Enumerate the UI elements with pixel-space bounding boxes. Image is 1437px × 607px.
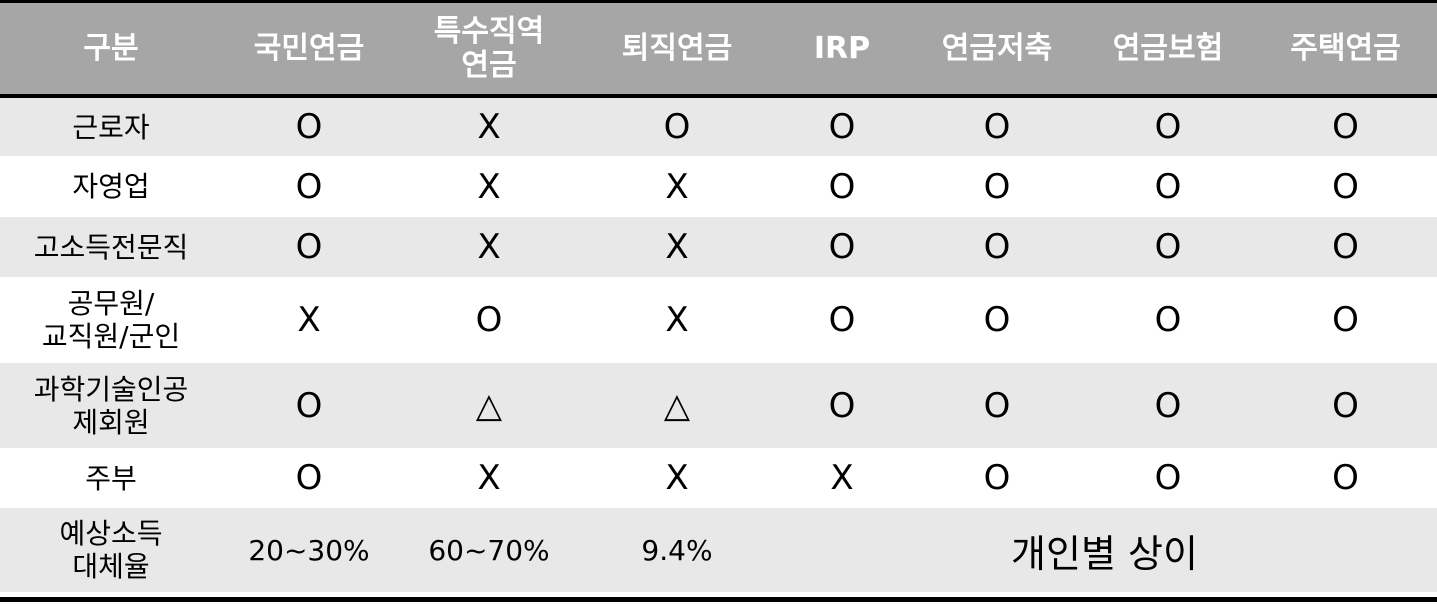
- row-label: 공무원/교직원/군인: [41, 287, 181, 353]
- table-cell: 9.4%: [641, 533, 713, 567]
- table-cell: O: [1154, 300, 1182, 340]
- table-cell: O: [1154, 385, 1182, 426]
- table-row: 공무원/교직원/군인 X O X O O O O: [0, 277, 1437, 363]
- table-cell: O: [828, 227, 856, 267]
- top-rule: [0, 0, 1437, 3]
- header-irp: IRP: [813, 30, 871, 66]
- table-row: 자영업 O X X O O O O: [0, 156, 1437, 217]
- table-cell: 60~70%: [428, 533, 550, 567]
- table-cell: X: [477, 166, 501, 207]
- table-cell: X: [665, 458, 689, 498]
- table-body: 근로자 O X O O O O O 자영업 O X X O O O O 고소득전…: [0, 96, 1437, 592]
- table-cell: X: [297, 300, 321, 340]
- table-cell: O: [828, 300, 856, 340]
- table-cell: O: [1332, 300, 1359, 340]
- table-cell: X: [665, 166, 689, 207]
- table-cell: O: [1332, 227, 1359, 267]
- table-cell: O: [295, 385, 323, 426]
- table-cell: △: [475, 385, 503, 426]
- table-cell: X: [477, 107, 501, 147]
- table-cell: O: [983, 166, 1011, 207]
- table-cell: O: [1332, 107, 1359, 147]
- table-cell: O: [1154, 227, 1182, 267]
- table-cell: X: [477, 227, 501, 267]
- row-label: 근로자: [72, 110, 150, 144]
- table-cell: O: [828, 385, 856, 426]
- table-cell: O: [475, 300, 503, 340]
- table-cell: O: [983, 107, 1011, 147]
- pension-comparison-table: 구분 국민연금 특수직역 연금 퇴직연금 IRP 연금저축 연금보험 주택연금 근…: [0, 3, 1437, 592]
- row-label: 주부: [85, 461, 137, 495]
- table-cell: O: [663, 107, 691, 147]
- table-cell: 20~30%: [248, 533, 370, 567]
- header-category: 구분: [83, 30, 139, 66]
- table-cell: O: [1154, 166, 1182, 207]
- table-row: 근로자 O X O O O O O: [0, 96, 1437, 156]
- header-housing-pension: 주택연금: [1290, 30, 1401, 66]
- table-cell: O: [295, 166, 323, 207]
- table-cell: O: [1154, 107, 1182, 147]
- table-row: 주부 O X X X O O O: [0, 448, 1437, 508]
- table-cell: X: [830, 458, 854, 498]
- table-cell: O: [828, 166, 856, 207]
- header-national-pension: 국민연금: [253, 30, 365, 66]
- table-cell: X: [477, 458, 501, 498]
- table-cell: X: [665, 227, 689, 267]
- bottom-rule: [0, 597, 1437, 602]
- header-pension-insurance: 연금보험: [1112, 30, 1224, 66]
- table-row: 과학기술인공 제회원 O △ △ O O O O: [0, 363, 1437, 448]
- table-cell: O: [295, 458, 323, 498]
- table-cell: O: [1332, 385, 1359, 426]
- table-cell: O: [983, 458, 1011, 498]
- row-label: 예상소득 대체율: [59, 517, 163, 583]
- table-row: 고소득전문직 O X X O O O O: [0, 217, 1437, 277]
- merged-cell-varies-by-individual: 개인별 상이: [1011, 531, 1198, 576]
- table-cell: △: [663, 385, 691, 426]
- row-label: 자영업: [72, 170, 150, 203]
- table-cell: X: [665, 300, 689, 340]
- table-row-replacement-rate: 예상소득 대체율 20~30% 60~70% 9.4% 개인별 상이: [0, 508, 1437, 592]
- table-cell: O: [1332, 458, 1359, 498]
- table-cell: O: [828, 107, 856, 147]
- row-label: 고소득전문직: [33, 230, 189, 264]
- table-cell: O: [1332, 166, 1359, 207]
- table-header: 구분 국민연금 특수직역 연금 퇴직연금 IRP 연금저축 연금보험 주택연금: [0, 3, 1437, 96]
- table-cell: O: [295, 227, 323, 267]
- row-label: 과학기술인공 제회원: [33, 372, 189, 439]
- header-pension-savings: 연금저축: [941, 30, 1053, 66]
- table-cell: O: [295, 107, 323, 147]
- table-cell: O: [1154, 458, 1182, 498]
- header-special-occupation-pension: 특수직역 연금: [433, 13, 545, 83]
- table-cell: O: [983, 227, 1011, 267]
- table-cell: O: [983, 300, 1011, 340]
- table-cell: O: [983, 385, 1011, 426]
- header-retirement-pension: 퇴직연금: [621, 30, 733, 66]
- header-row: 구분 국민연금 특수직역 연금 퇴직연금 IRP 연금저축 연금보험 주택연금: [0, 3, 1437, 96]
